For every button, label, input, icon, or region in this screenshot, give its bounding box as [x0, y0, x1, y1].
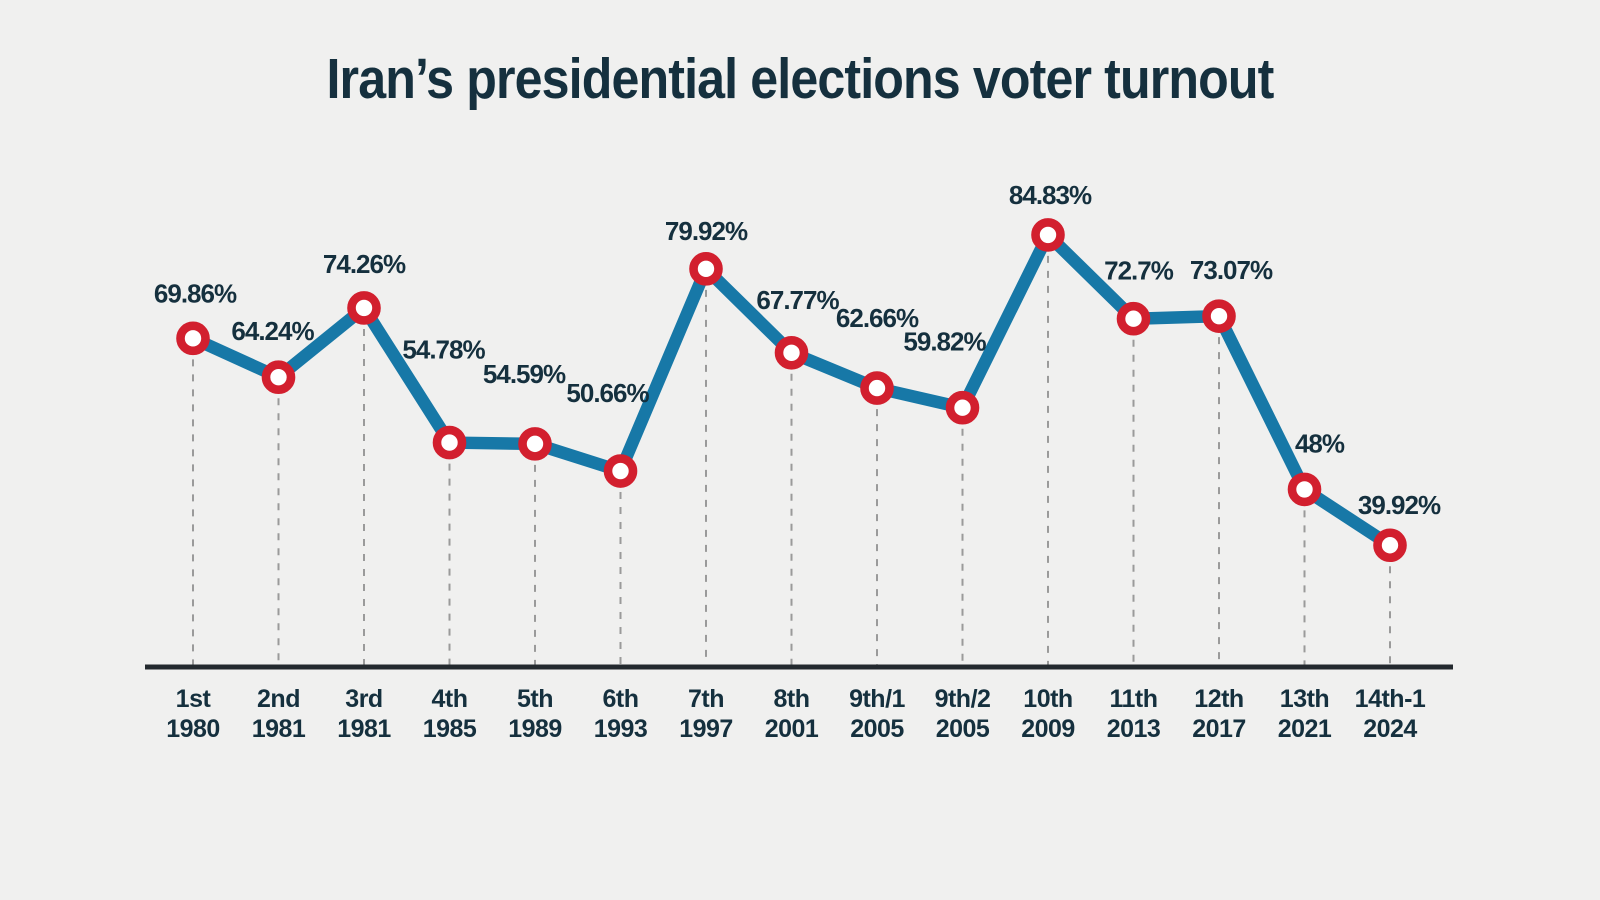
tick-label-ordinal: 12th [1194, 685, 1243, 713]
tick-label-year: 1997 [679, 715, 733, 743]
value-label: 67.77% [756, 285, 839, 315]
tick-label-year: 1989 [508, 715, 562, 743]
data-point-marker [774, 336, 809, 370]
value-label: 69.86% [154, 278, 237, 308]
tick-label-year: 1993 [594, 715, 648, 743]
value-label: 84.83% [1009, 180, 1092, 210]
value-label: 39.92% [1358, 490, 1441, 520]
tick-label-ordinal: 7th [688, 685, 724, 713]
tick-label-ordinal: 5th [517, 685, 553, 713]
tick-label-ordinal: 13th [1280, 685, 1329, 713]
tick-label-ordinal: 1st [176, 685, 212, 713]
tick-label-ordinal: 11th [1109, 685, 1157, 713]
value-label: 64.24% [231, 316, 314, 346]
tick-label-year: 2005 [850, 715, 904, 743]
value-label: 74.26% [323, 249, 406, 279]
data-point-marker [1116, 301, 1151, 336]
tick-label-year: 1980 [166, 715, 220, 743]
data-point-marker [1202, 299, 1236, 333]
tick-label-ordinal: 9th/2 [935, 685, 991, 713]
x-axis-labels-group: 1st19802nd19813rd19814th19855th19896th19… [166, 685, 1426, 743]
tick-label-ordinal: 4th [432, 685, 468, 713]
value-label: 59.82% [903, 327, 986, 357]
data-point-marker [945, 390, 980, 425]
droplines-group [192, 255, 1391, 665]
data-point-marker [176, 321, 210, 356]
data-point-marker [689, 252, 723, 286]
tick-label-year: 1981 [252, 715, 306, 743]
tick-label-ordinal: 14th-1 [1355, 685, 1426, 713]
data-point-marker [1373, 528, 1407, 563]
tick-label-year: 2021 [1278, 715, 1332, 743]
markers-group [176, 218, 1407, 563]
data-point-marker [603, 454, 638, 488]
tick-label-year: 2001 [765, 715, 819, 743]
tick-label-year: 2013 [1107, 715, 1161, 743]
tick-label-year: 2005 [936, 715, 990, 743]
tick-label-ordinal: 8th [774, 685, 810, 713]
data-point-marker [261, 360, 296, 394]
value-label: 54.59% [483, 359, 566, 389]
data-point-marker [1031, 218, 1065, 252]
tick-label-ordinal: 9th/1 [849, 685, 905, 713]
tick-label-year: 2017 [1192, 715, 1246, 743]
chart-title: Iran’s presidential elections voter turn… [326, 47, 1274, 111]
tick-label-ordinal: 6th [603, 685, 639, 713]
value-label: 79.92% [665, 216, 748, 246]
value-label: 62.66% [836, 303, 919, 333]
value-label: 73.07% [1190, 255, 1273, 285]
data-point-marker [432, 425, 467, 460]
tick-label-ordinal: 3rd [345, 685, 382, 713]
data-point-marker [518, 427, 552, 461]
data-point-marker [347, 291, 381, 325]
value-label: 72.7% [1104, 256, 1174, 286]
tick-label-year: 1981 [337, 715, 391, 743]
value-label: 50.66% [566, 378, 649, 408]
value-label: 54.78% [402, 335, 485, 365]
tick-label-ordinal: 2nd [257, 685, 300, 713]
data-point-marker [860, 371, 894, 405]
value-labels-group: 69.86% 64.24% 74.26% 54.78%54.59%50.66% 79.9… [154, 180, 1442, 520]
value-label: 48% [1295, 428, 1345, 458]
tick-label-year: 1985 [423, 715, 477, 743]
tick-label-year: 2009 [1021, 715, 1075, 743]
data-point-marker [1287, 472, 1322, 507]
tick-label-ordinal: 10th [1023, 685, 1072, 713]
tick-label-year: 2024 [1363, 715, 1417, 743]
